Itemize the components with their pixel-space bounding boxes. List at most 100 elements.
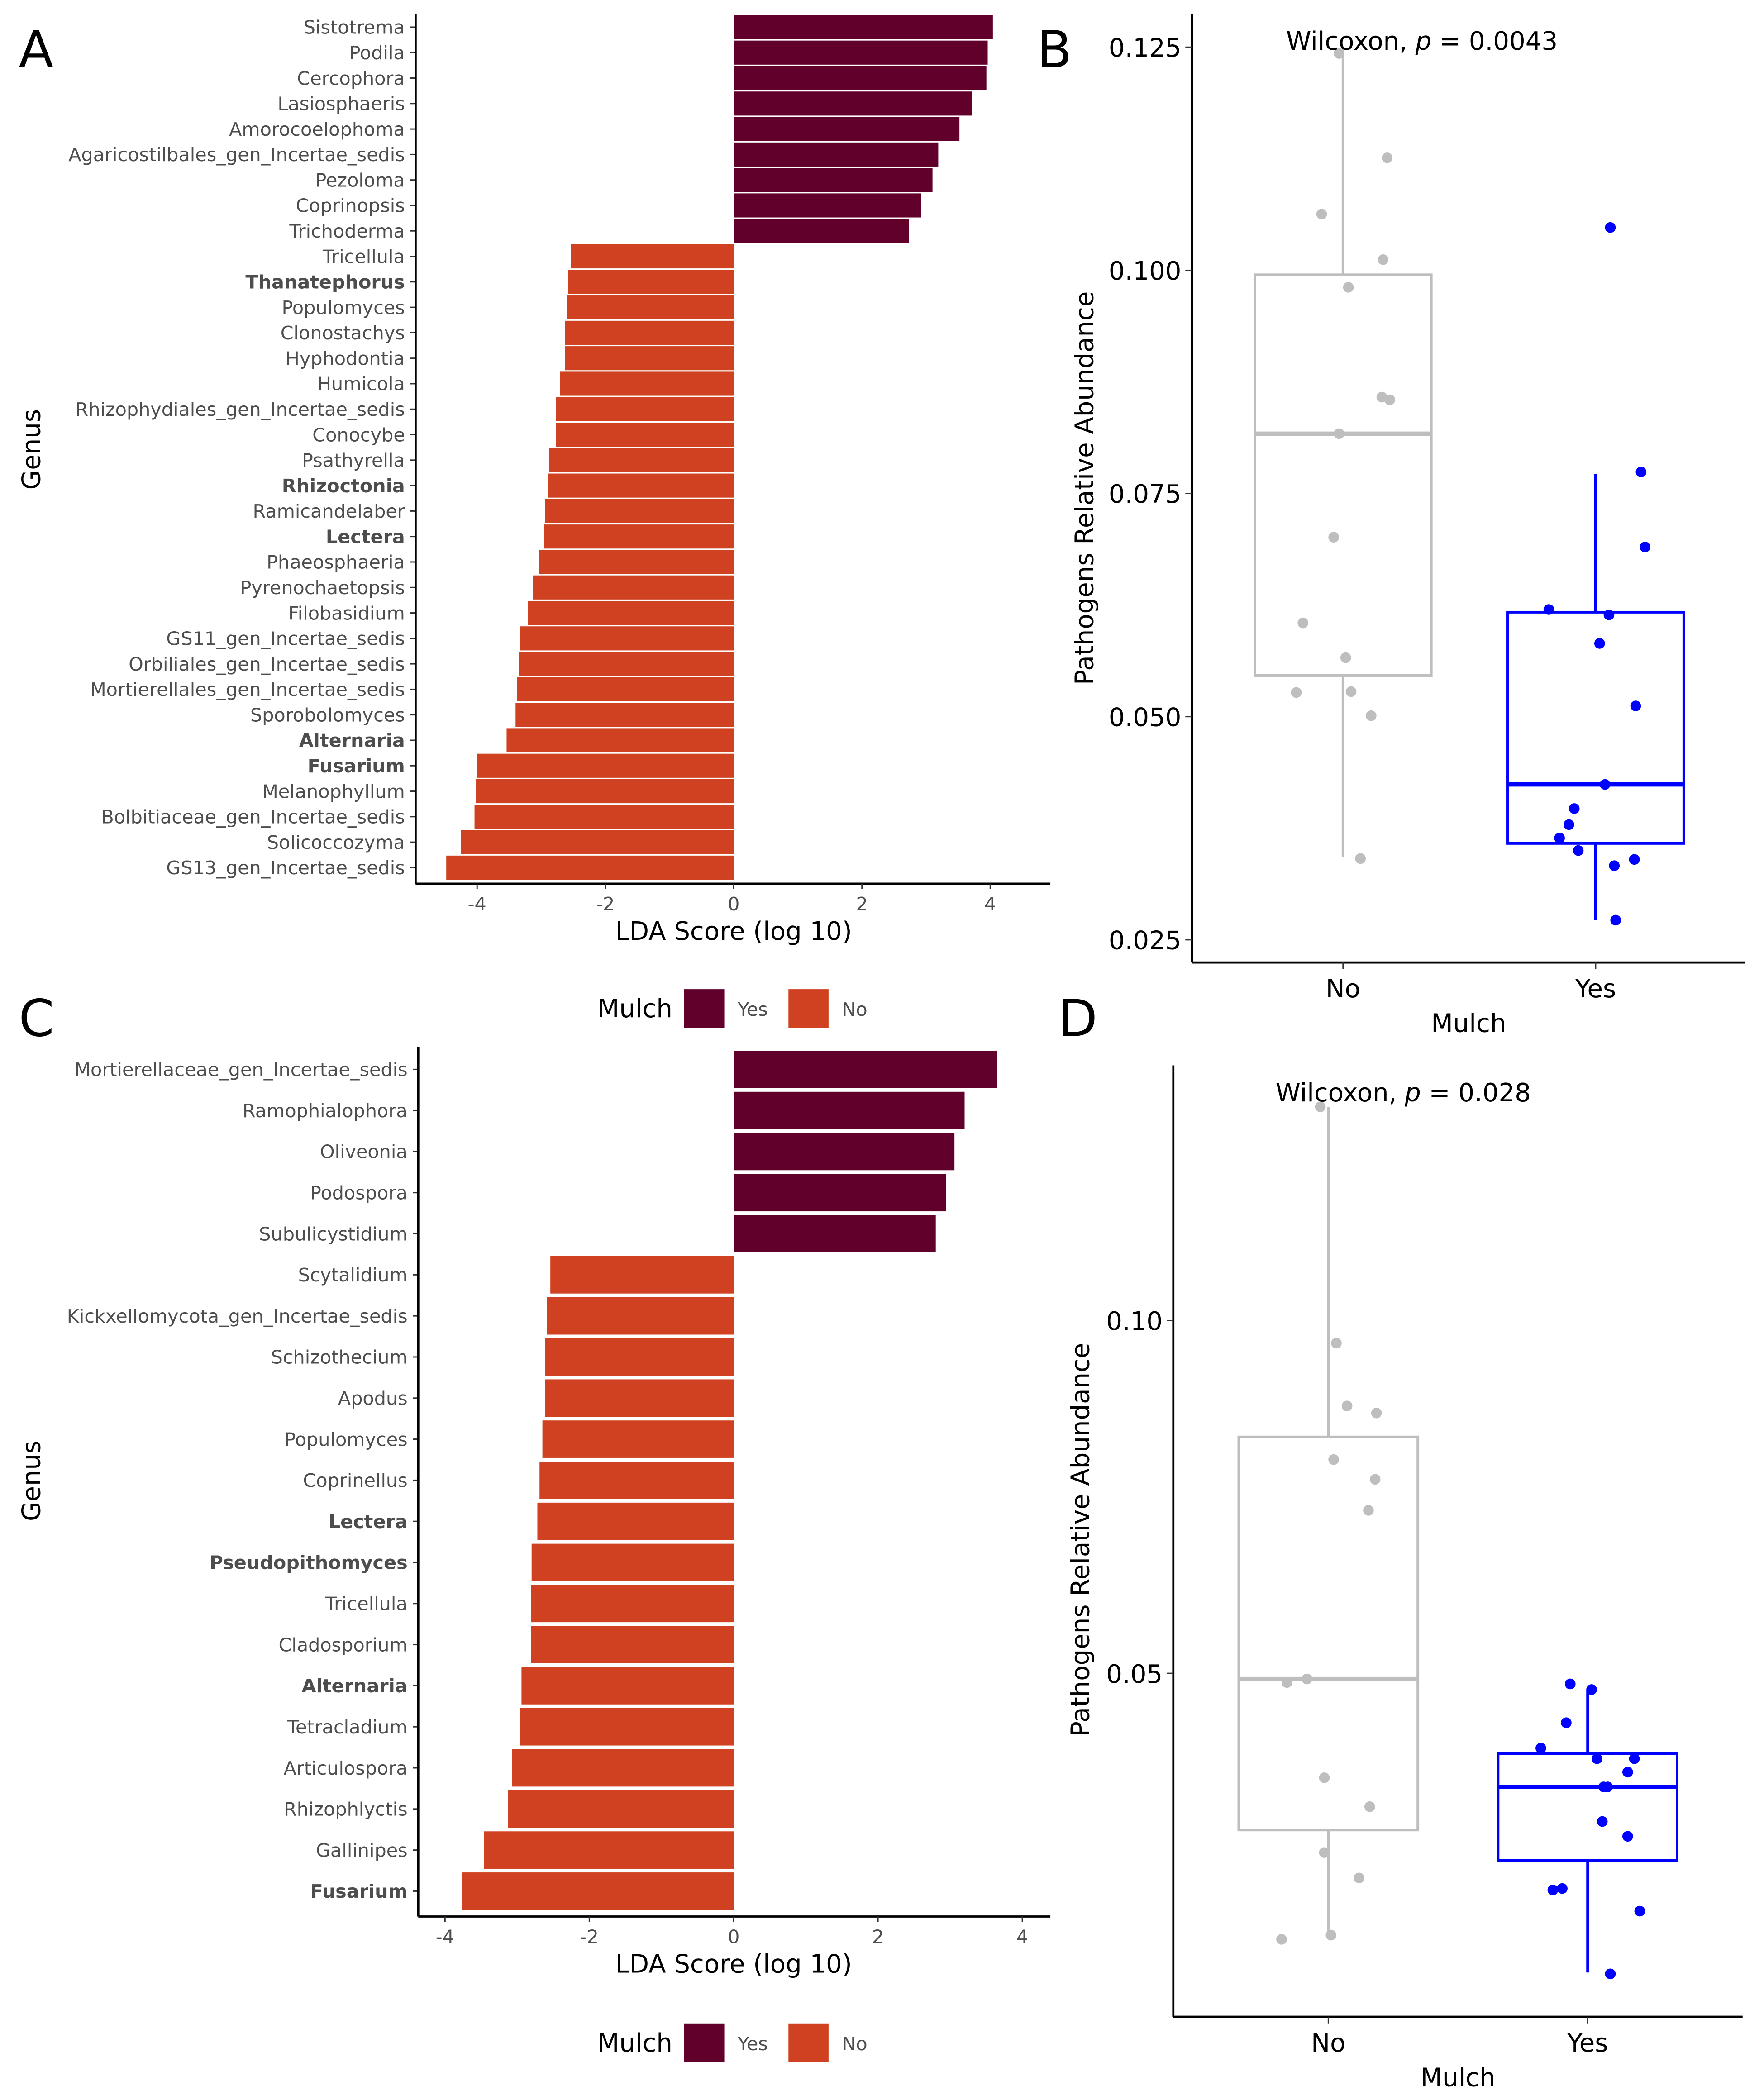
box [1506,610,1685,845]
data-point [1276,1934,1287,1945]
category-label: Ramophialophora [243,1100,408,1122]
bar-Scytalidium [550,1256,734,1294]
category-label: Tetracladium [287,1716,408,1738]
bar-Ramophialophora [734,1091,965,1129]
data-point [1316,209,1327,219]
data-point [1341,1400,1353,1411]
bar-Alternaria [521,1667,734,1705]
category-label: Ramicandelaber [253,500,405,522]
category-label: Populomyces [281,297,405,319]
bar-Lasiosphaeris [734,91,972,116]
data-point [1594,638,1605,649]
lda-bar-chart-C: Mortierellaceae_gen_Incertae_sedis Ramoph… [17,1047,1051,2062]
data-point [1564,1678,1576,1690]
bar-Podila [734,40,988,65]
wilcoxon-annotation: Wilcoxon, p = 0.0043 [1286,27,1558,56]
bar-Phaeosphaeria [539,550,734,574]
bar-Sporobolomyces [515,703,734,727]
x-tick-label: 4 [1016,1926,1028,1948]
bar-Cercophora [734,66,987,90]
category-label: Schizothecium [271,1347,408,1368]
category-label: Podila [349,42,405,64]
data-point [1629,854,1640,865]
panel-label: A [19,21,53,80]
y-tick-label: 0.125 [1109,33,1182,63]
data-point [1622,1831,1633,1842]
bar-Coprinellus [539,1462,734,1499]
category-label: Oliveonia [320,1141,408,1163]
legend-swatch-yes [684,2023,725,2062]
bar-Alternaria [506,728,734,752]
bar-Podospora [734,1174,946,1212]
legend-label-yes: Yes [737,999,768,1020]
data-point [1354,1872,1365,1884]
category-label: Apodus [338,1388,408,1410]
data-point [1573,845,1584,856]
y-tick-label: 0.050 [1109,703,1182,732]
x-tick-label: -2 [580,1926,599,1948]
y-axis-title: Pathogens Relative Abundance [1070,291,1100,685]
category-label: Subulicystidium [259,1223,407,1245]
bar-Cladosporium [531,1626,734,1663]
bar-Lectera [537,1502,734,1540]
category-label: Alternaria [299,730,405,752]
data-point [1319,1847,1330,1858]
category-label: Rhizophydiales_gen_Incertae_sedis [75,399,405,420]
legend-title: Mulch [597,2029,672,2058]
category-label: GS13_gen_Incertae_sedis [166,857,405,879]
category-label: Populomyces [284,1429,407,1450]
category-label: Bolbitiaceae_gen_Incertae_sedis [101,806,405,828]
box-group-yes [1506,222,1685,926]
category-label: Podospora [310,1182,408,1204]
category-label: Sistotrema [304,17,405,38]
x-axis-title: LDA Score (log 10) [615,1950,852,1979]
x-tick-label: 2 [872,1926,884,1948]
bar-Articulospora [512,1749,734,1787]
category-label: Trichoderma [289,220,405,242]
bar-Filobasidium [528,600,734,625]
box-group-no [1237,1101,1420,1945]
data-point [1543,604,1554,615]
data-point [1281,1677,1292,1688]
legend-label-no: No [842,999,867,1020]
category-label: Lectera [329,1511,408,1533]
bar-Schizothecium [545,1338,734,1376]
y-tick-label: 0.025 [1109,926,1182,956]
data-point [1297,617,1309,629]
y-tick-label: 0.100 [1109,257,1182,286]
legend-swatch-yes [684,989,725,1028]
x-tick-label: 0 [728,893,739,915]
data-point [1603,610,1615,620]
bar-Populomyces [567,295,734,319]
category-label: Rhizoctonia [282,475,405,497]
bar-Melanophyllum [476,779,734,804]
data-point [1640,542,1650,552]
data-point [1569,803,1580,814]
category-label: Lectera [326,526,405,548]
category-label: Tricellula [325,1593,408,1615]
panel-label: D [1058,989,1097,1048]
category-label: Psathyrella [302,450,405,471]
category-label: Agaricostilbales_gen_Incertae_sedis [68,144,405,166]
bar-Mortierellales_gen_Incertae_sedis [517,677,734,701]
bar-Psathyrella [548,448,734,472]
box [1253,273,1433,677]
legend-title: Mulch [597,994,672,1024]
legend-swatch-no [788,2023,829,2062]
category-label: Solicoccozyma [267,832,405,853]
data-point [1291,687,1302,698]
x-axis-title: Mulch [1421,2063,1496,2093]
x-tick-label: Yes [1567,2029,1608,2058]
data-point [1535,1743,1546,1754]
category-label: Conocybe [312,424,405,446]
x-tick-label: -4 [436,1926,454,1948]
category-label: Gallinipes [316,1839,408,1861]
bar-Pseudopithomyces [531,1543,734,1581]
annotation-p-label: p [1404,1078,1421,1108]
category-label: Scytalidium [298,1264,408,1286]
bar-Fusarium [462,1872,734,1910]
bar-Pezoloma [734,168,933,192]
wilcoxon-annotation: Wilcoxon, p = 0.028 [1275,1078,1530,1108]
bar-Trichoderma [734,219,909,243]
category-label: Rhizophlyctis [284,1799,408,1820]
